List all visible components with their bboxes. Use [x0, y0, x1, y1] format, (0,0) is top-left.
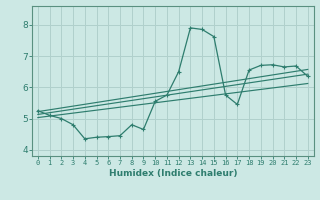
X-axis label: Humidex (Indice chaleur): Humidex (Indice chaleur): [108, 169, 237, 178]
